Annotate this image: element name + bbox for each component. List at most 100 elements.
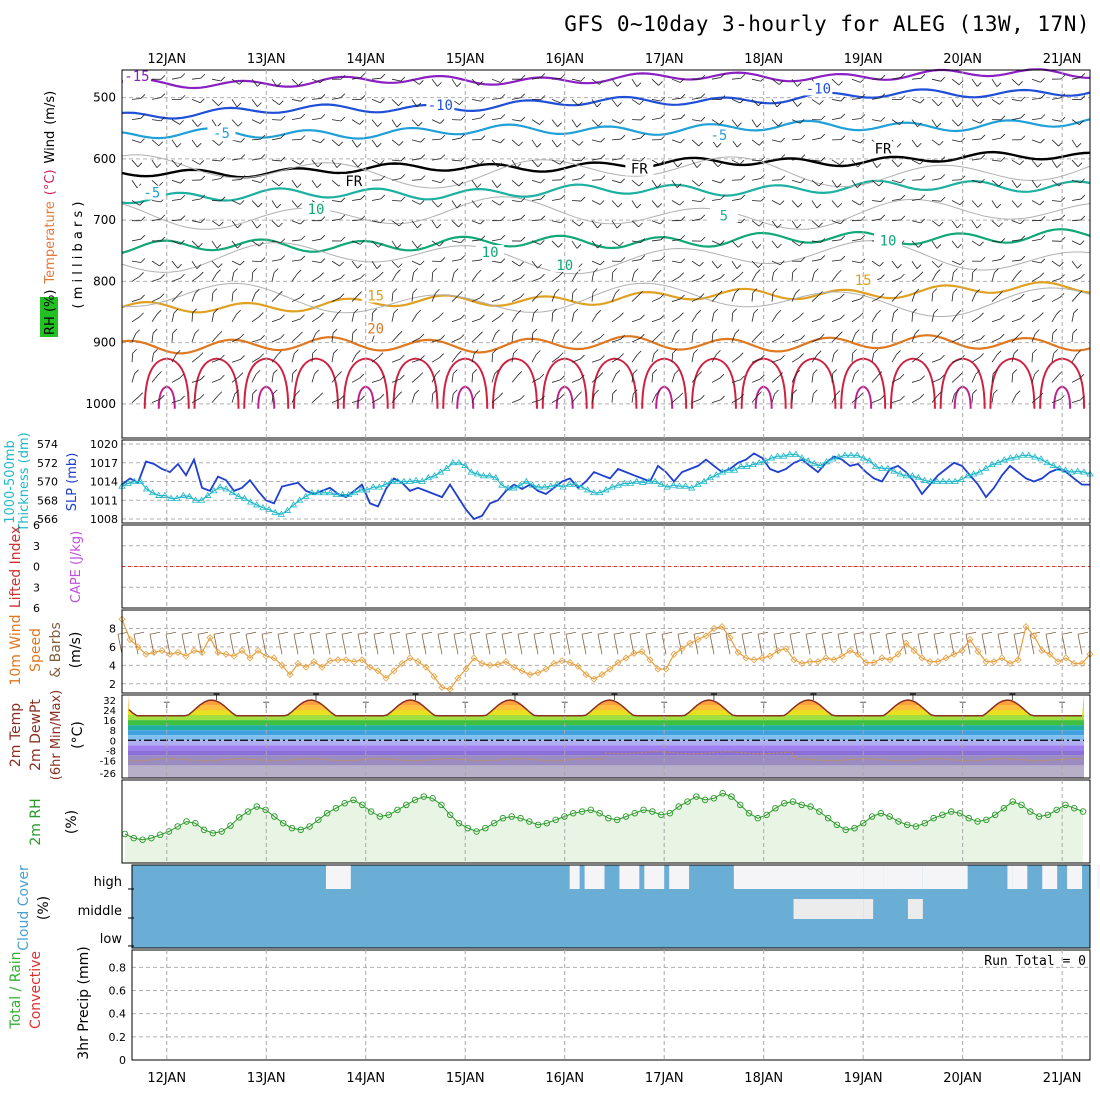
- wind-barb-flag: [954, 389, 959, 395]
- wind-barb: [991, 99, 1000, 105]
- wind-barb-flag: [520, 236, 526, 242]
- wind-barb-flag: [234, 389, 240, 395]
- contour-label: -15: [124, 69, 149, 85]
- wind-barb-flag: [920, 375, 925, 381]
- wind-barb: [511, 278, 521, 282]
- wind-barb: [491, 200, 500, 206]
- wind-barb-flag: [659, 160, 665, 165]
- wind-barb: [791, 138, 801, 141]
- wind-barb-flag: [758, 221, 764, 227]
- wind-barb-flag: [272, 389, 278, 395]
- wind-barb: [511, 119, 521, 122]
- wind-barb-flag: [1040, 258, 1046, 264]
- wind-barb-flag: [979, 312, 984, 318]
- rh2m-point: [1018, 801, 1025, 809]
- wind-barb-flag: [979, 353, 984, 358]
- li-frame: [121, 524, 1091, 609]
- wind-barb-flag: [212, 288, 218, 293]
- wind10m-point: [206, 634, 214, 642]
- top-day-label: 15JAN: [446, 52, 485, 67]
- wind-barb: [611, 99, 618, 107]
- wind10m-barb: [421, 634, 427, 655]
- wind-barb-flag: [140, 234, 146, 240]
- wind-barb-flag: [596, 102, 602, 108]
- wind-barb-flag: [616, 223, 622, 229]
- precip-convective-label: Convective: [28, 951, 44, 1029]
- wind-barb-flag: [472, 369, 478, 374]
- wind-barb-flag: [259, 241, 264, 247]
- wind-barb: [191, 398, 201, 404]
- wind-barb-flag: [459, 100, 464, 105]
- wind-barb: [611, 200, 619, 208]
- wind-barb: [251, 119, 261, 124]
- wind-barb: [151, 200, 161, 203]
- wind-barb-flag: [220, 156, 226, 162]
- wind-barb-flag: [1020, 219, 1025, 224]
- wind-barb: [671, 333, 676, 343]
- wind-barb-flag: [919, 393, 925, 399]
- wind-barb: [691, 278, 701, 282]
- wind10m-barb-flag: [309, 631, 321, 635]
- wind-barb-flag: [600, 137, 606, 143]
- wind-barb-flag: [840, 135, 846, 140]
- wind-barb-flag: [512, 328, 518, 334]
- wind-barb-flag: [972, 268, 977, 273]
- li-tick-label: 3: [33, 540, 40, 553]
- wind-barb: [371, 159, 381, 165]
- wind-barb: [831, 159, 840, 165]
- wind-barb-flag: [539, 373, 545, 379]
- wind-barb: [691, 297, 701, 302]
- thickness-point: [553, 480, 561, 487]
- wind-barb: [751, 312, 755, 322]
- wind-barb-flag: [532, 328, 538, 334]
- slp-thickness-panel: 566568570572574100810111014101710201000-…: [3, 432, 1094, 533]
- rh2m-point: [947, 808, 955, 815]
- wind-barb: [331, 139, 339, 147]
- rh2m-point: [745, 809, 753, 817]
- wind-barb: [811, 272, 815, 282]
- wind-barb: [491, 316, 500, 323]
- cloud-clear-high: [669, 865, 690, 889]
- wind10m-point: [1054, 658, 1062, 666]
- wind-barb: [851, 353, 854, 363]
- wind-barb-flag: [540, 215, 546, 221]
- wind10m-point: [910, 647, 918, 655]
- wind-barb: [791, 158, 801, 161]
- wind-barb: [671, 316, 680, 323]
- wind-barb: [771, 337, 781, 343]
- wind-barb: [871, 119, 881, 122]
- wind-barb-flag: [900, 178, 905, 184]
- wind-barb-flag: [975, 369, 981, 375]
- wind-barb: [931, 78, 941, 82]
- wind-barb-flag: [593, 268, 598, 273]
- wind-barb-flag: [180, 215, 186, 220]
- wind-barb-flag: [799, 119, 805, 124]
- wind-barb-flag: [220, 374, 225, 380]
- precip-tick-label: 0: [119, 1054, 126, 1067]
- wind10m-point: [310, 658, 318, 666]
- cloud-clear-high: [584, 865, 605, 889]
- wind-barb: [751, 395, 758, 403]
- wind-barb-flag: [680, 294, 685, 300]
- wind10m-barb: [965, 634, 971, 655]
- wind-barb-flag: [578, 101, 583, 107]
- wind-barb-flag: [257, 82, 262, 87]
- wind-barb: [311, 260, 321, 263]
- surface-isotherm-loop: [790, 357, 837, 409]
- wind-barb-flag: [1040, 294, 1045, 300]
- wind-barb-flag: [276, 203, 282, 209]
- wind10m-point: [1022, 623, 1030, 631]
- wind10m-point: [614, 659, 622, 667]
- wind-barb: [711, 294, 719, 302]
- wind-barb: [951, 337, 961, 343]
- wind-barb-flag: [252, 268, 257, 273]
- wind-barb-flag: [378, 352, 384, 357]
- wind-barb-flag: [1079, 373, 1085, 379]
- wind-barb: [231, 99, 238, 108]
- wind-barb-flag: [520, 274, 525, 279]
- wind10m-barb-flag: [869, 631, 881, 635]
- contour-label-bg: [426, 97, 455, 112]
- wind-barb-flag: [879, 293, 885, 298]
- thickness-point: [877, 464, 886, 471]
